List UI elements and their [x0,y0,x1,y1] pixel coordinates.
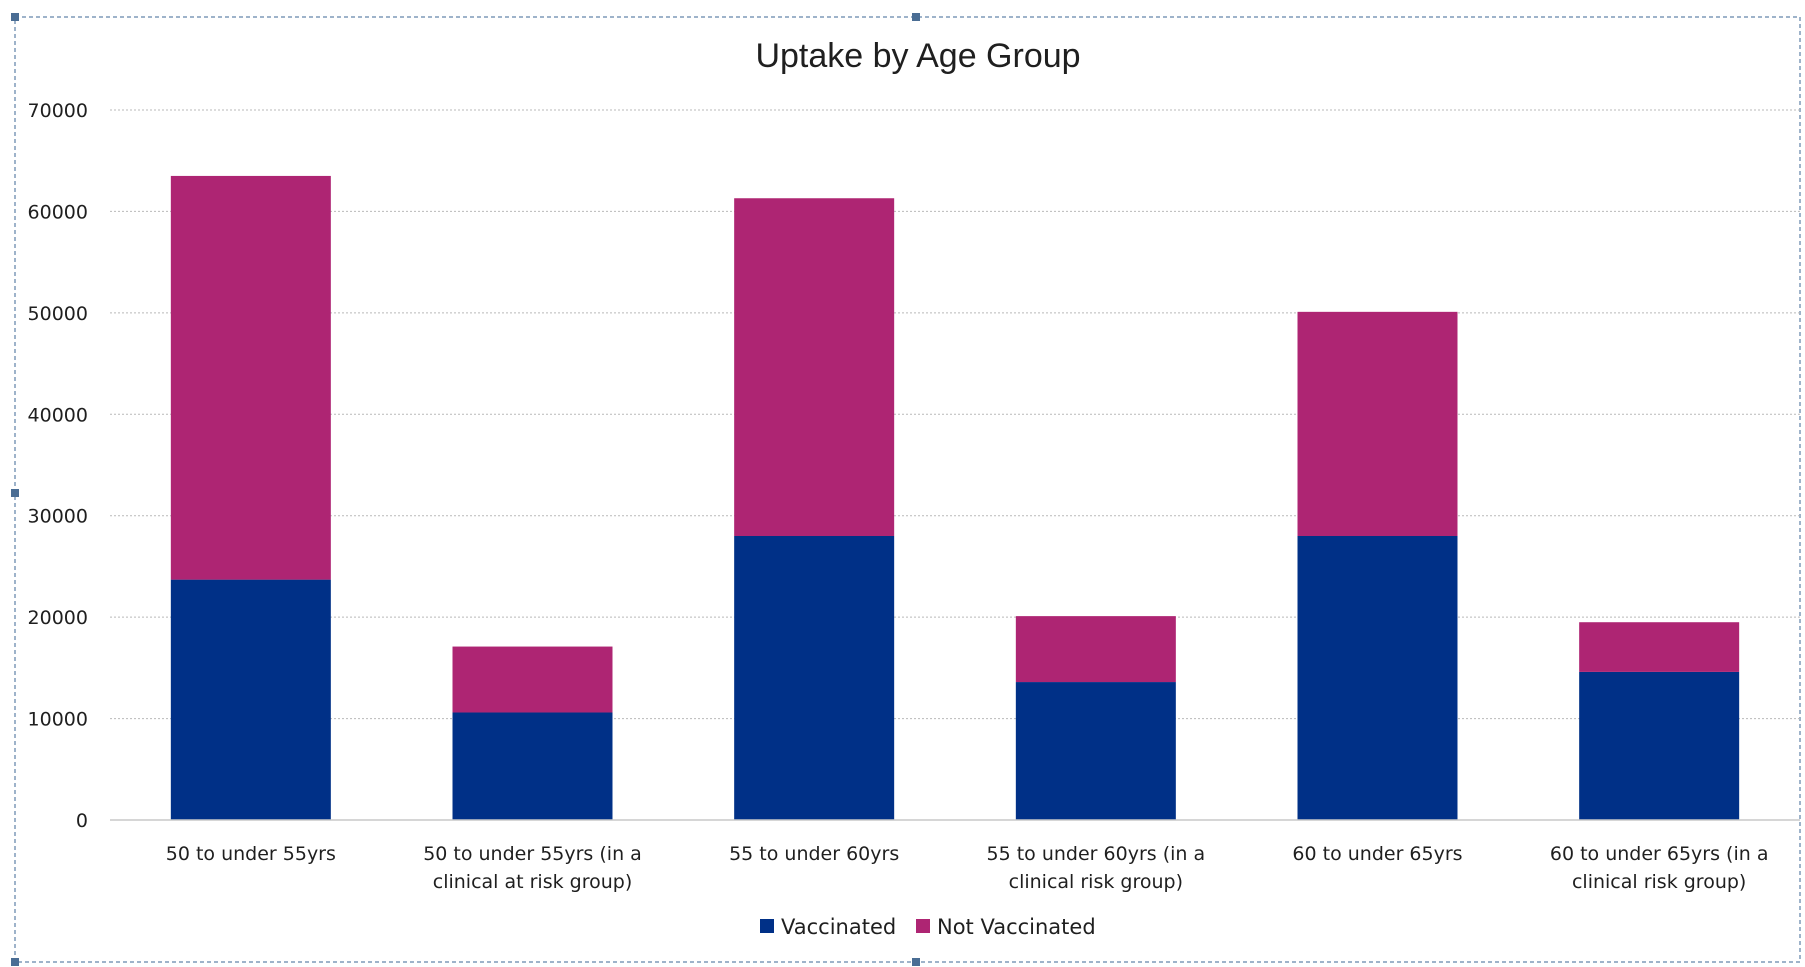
selection-handle-top-left [11,13,19,21]
x-category-label: 50 to under 55yrs (in a [423,843,642,865]
y-tick-label: 70000 [28,100,88,122]
x-category-label: 50 to under 55yrs [166,843,336,865]
y-tick-label: 10000 [28,709,88,731]
x-category-label: 60 to under 65yrs [1292,843,1462,865]
x-axis-category-labels: 50 to under 55yrs 50 to under 55yrs (in a… [166,843,1769,893]
bars [170,175,1740,820]
gridlines [110,109,1800,720]
selection-handle-middle-left [11,489,19,497]
legend-label-not-vaccinated: Not Vaccinated [937,915,1096,939]
x-category-label: 55 to under 60yrs [729,843,899,865]
bar-not-vaccinated [1579,622,1740,672]
y-tick-label: 0 [76,810,88,832]
bar-vaccinated [1579,671,1740,820]
x-category-label: clinical risk group) [1572,871,1746,893]
bar-vaccinated [170,579,331,820]
bar-vaccinated [734,536,895,820]
bar-not-vaccinated [170,175,331,580]
x-category-label: 60 to under 65yrs (in a [1550,843,1769,865]
x-category-label: 55 to under 60yrs (in a [987,843,1206,865]
bar-vaccinated [1015,682,1176,820]
selection-handle-bottom-middle [912,958,920,966]
chart-title: Uptake by Age Group [755,37,1080,75]
bar-not-vaccinated [734,198,895,536]
selection-handle-top-middle [912,13,920,21]
y-tick-label: 50000 [28,303,88,325]
x-category-label: clinical at risk group) [433,871,633,893]
bar-not-vaccinated [452,646,613,713]
bar-vaccinated [452,712,613,820]
x-category-label: clinical risk group) [1009,871,1183,893]
y-tick-label: 60000 [28,201,88,223]
legend-swatch-not-vaccinated [916,919,930,933]
legend-label-vaccinated: Vaccinated [781,915,896,939]
bar-not-vaccinated [1015,616,1176,683]
y-tick-label: 30000 [28,506,88,528]
selection-handle-bottom-left [11,958,19,966]
y-tick-label: 20000 [28,607,88,629]
bar-vaccinated [1297,536,1458,820]
legend-swatch-vaccinated [760,919,774,933]
y-tick-label: 40000 [28,404,88,426]
bar-not-vaccinated [1297,311,1458,536]
y-axis-tick-labels: 0 10000 20000 30000 40000 50000 60000 70000 [28,100,88,832]
legend: Vaccinated Not Vaccinated [760,915,1096,939]
